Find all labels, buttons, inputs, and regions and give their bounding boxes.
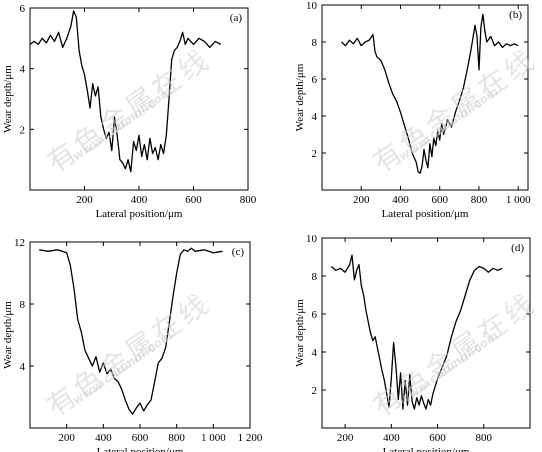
y-tick-label: 8 <box>312 37 318 49</box>
x-axis-label: Lateral position/μm <box>96 208 183 220</box>
x-axis-label: Lateral position/μm <box>383 446 470 452</box>
x-tick-label: 1 200 <box>238 432 263 444</box>
x-tick-label: 200 <box>337 432 354 444</box>
x-tick-label: 600 <box>132 432 149 444</box>
wear-profile-line <box>29 10 222 173</box>
x-axis-label: Lateral position/μm <box>382 208 469 220</box>
x-tick-label: 800 <box>476 432 493 444</box>
y-axis-label: Wear depth/μm <box>294 63 306 131</box>
panel-label: (c) <box>232 246 245 258</box>
x-tick-label: 600 <box>431 194 448 206</box>
panel-label: (a) <box>230 12 243 24</box>
y-tick-label: 6 <box>312 74 318 86</box>
panel-label: (b) <box>509 9 522 21</box>
plot-frame <box>321 237 531 429</box>
x-tick-label: 800 <box>240 194 257 206</box>
x-tick-label: 200 <box>58 432 75 444</box>
y-tick-label: 6 <box>312 309 318 321</box>
y-axis-label: Wear depth/μm <box>2 65 14 133</box>
y-tick-label: 2 <box>312 148 318 160</box>
y-axis-label: Wear depth/μm <box>294 299 306 367</box>
x-axis-label: Lateral position/μm <box>97 446 184 452</box>
x-tick-label: 1 000 <box>506 194 531 206</box>
y-tick-label: 2 <box>312 385 318 397</box>
y-tick-label: 6 <box>20 3 26 15</box>
y-tick-label: 8 <box>312 271 318 283</box>
y-tick-label: 4 <box>312 347 318 359</box>
x-tick-label: 400 <box>383 432 400 444</box>
wear-profile-line <box>39 247 223 415</box>
x-tick-label: 600 <box>429 432 446 444</box>
x-tick-label: 800 <box>168 432 185 444</box>
y-axis-label: Wear depth/μm <box>2 301 14 369</box>
wear-profile-line <box>341 13 519 174</box>
x-tick-label: 200 <box>76 194 93 206</box>
y-tick-label: 4 <box>20 361 26 373</box>
y-tick-label: 12 <box>14 237 25 249</box>
y-tick-label: 8 <box>20 299 26 311</box>
y-tick-label: 4 <box>312 111 318 123</box>
x-tick-label: 1 000 <box>201 432 226 444</box>
x-tick-label: 400 <box>392 194 409 206</box>
wear-profile-line <box>330 254 503 410</box>
x-tick-label: 400 <box>95 432 112 444</box>
plot-frame <box>29 241 251 429</box>
y-tick-label: 2 <box>20 124 26 136</box>
y-tick-label: 10 <box>306 0 318 12</box>
y-tick-label: 10 <box>306 233 318 245</box>
x-tick-label: 800 <box>471 194 488 206</box>
x-tick-label: 600 <box>185 194 202 206</box>
x-tick-label: 200 <box>353 194 370 206</box>
panel-label: (d) <box>511 242 524 254</box>
y-tick-label: 4 <box>20 64 26 76</box>
x-tick-label: 400 <box>131 194 148 206</box>
plot-frame <box>29 7 249 191</box>
plot-frame <box>321 4 529 191</box>
